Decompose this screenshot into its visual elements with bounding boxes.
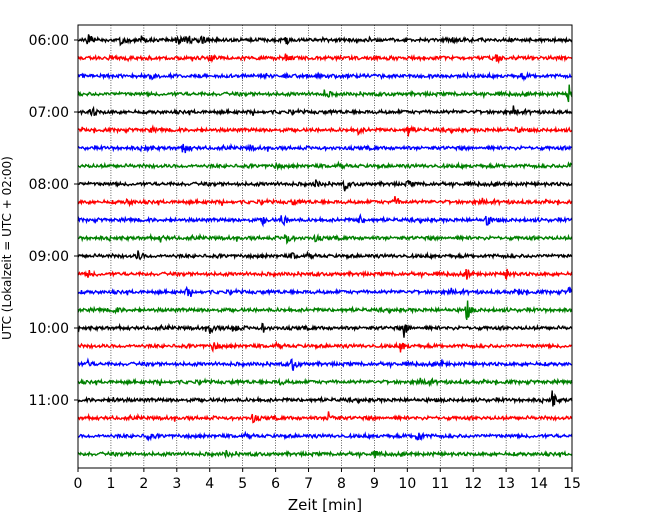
x-axis-ticks: 0 1 2 3 4 5 6 7 8 9 10 11 12 13 14 15 bbox=[74, 468, 581, 492]
seismogram-trace bbox=[77, 250, 573, 261]
x-tick-label: 13 bbox=[497, 476, 515, 492]
seismogram-traces bbox=[77, 34, 573, 460]
seismogram-trace bbox=[77, 34, 573, 47]
seismogram-trace bbox=[77, 377, 573, 388]
seismogram-trace bbox=[77, 196, 573, 208]
y-tick-label: 07:00 bbox=[29, 105, 69, 121]
x-axis-label: Zeit [min] bbox=[288, 496, 362, 514]
seismogram-trace bbox=[78, 357, 573, 371]
seismogram-trace bbox=[77, 411, 573, 424]
seismogram-trace bbox=[77, 430, 573, 442]
seismogram-trace bbox=[77, 84, 573, 103]
y-tick-label: 10:00 bbox=[29, 321, 69, 337]
x-tick-label: 3 bbox=[172, 476, 181, 492]
x-tick-label: 8 bbox=[337, 476, 346, 492]
seismogram-trace bbox=[77, 160, 573, 171]
x-tick-label: 9 bbox=[370, 476, 379, 492]
seismogram-trace bbox=[77, 142, 573, 154]
seismogram-trace bbox=[77, 124, 573, 137]
x-tick-label: 12 bbox=[464, 476, 482, 492]
seismogram-trace bbox=[77, 179, 573, 192]
seismogram-trace bbox=[77, 449, 573, 460]
x-tick-label: 14 bbox=[530, 476, 548, 492]
seismogram-trace bbox=[77, 71, 573, 82]
seismogram-trace bbox=[77, 322, 573, 338]
x-tick-label: 6 bbox=[271, 476, 280, 492]
seismogram-trace bbox=[77, 285, 573, 298]
x-tick-label: 11 bbox=[431, 476, 449, 492]
seismogram-trace bbox=[77, 105, 573, 117]
seismogram-trace bbox=[77, 232, 573, 245]
x-tick-label: 10 bbox=[398, 476, 416, 492]
x-tick-label: 15 bbox=[563, 476, 581, 492]
seismogram-trace bbox=[77, 340, 573, 353]
x-tick-label: 1 bbox=[106, 476, 115, 492]
x-tick-label: 4 bbox=[205, 476, 214, 492]
x-tick-label: 2 bbox=[139, 476, 148, 492]
seismogram-trace bbox=[77, 300, 573, 320]
seismogram-trace bbox=[77, 268, 573, 281]
y-tick-label: 11:00 bbox=[29, 393, 69, 409]
y-tick-label: 06:00 bbox=[29, 33, 69, 49]
seismogram-trace bbox=[77, 213, 573, 228]
y-tick-label: 09:00 bbox=[29, 249, 69, 265]
x-tick-label: 0 bbox=[74, 476, 83, 492]
x-tick-label: 5 bbox=[238, 476, 247, 492]
y-axis-label: UTC (Lokalzeit = UTC + 02:00) bbox=[0, 156, 14, 340]
y-axis-ticks: 06:00 07:00 08:00 09:00 10:00 11:00 bbox=[29, 33, 78, 409]
y-tick-label: 08:00 bbox=[29, 177, 69, 193]
seismogram-trace bbox=[77, 53, 573, 65]
seismogram-trace bbox=[77, 390, 573, 407]
plot-frame bbox=[77, 24, 573, 469]
x-tick-label: 7 bbox=[304, 476, 313, 492]
